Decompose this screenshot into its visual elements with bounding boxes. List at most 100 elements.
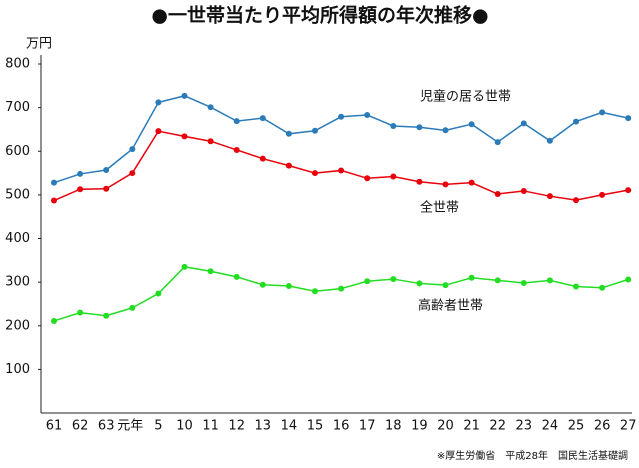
x-tick-label: 21 <box>463 419 480 434</box>
x-tick-label: 23 <box>516 419 533 434</box>
data-point <box>599 284 606 291</box>
data-point <box>338 167 345 174</box>
data-point <box>364 112 371 119</box>
data-point <box>103 167 110 174</box>
data-point <box>285 283 292 290</box>
data-point <box>494 191 501 198</box>
data-point <box>51 179 57 186</box>
data-point <box>625 187 632 194</box>
data-point <box>520 120 527 127</box>
data-point <box>390 276 397 283</box>
data-point <box>312 127 318 134</box>
x-tick-label: 22 <box>489 419 506 434</box>
data-point <box>364 278 371 285</box>
y-tick-label: 400 <box>5 231 30 246</box>
x-tick-label: 12 <box>228 419 245 434</box>
x-tick-label: 62 <box>72 419 89 434</box>
data-point <box>625 276 632 283</box>
series-label: 児童の居る世帯 <box>420 89 511 105</box>
data-point <box>181 263 188 270</box>
x-tick-label: 25 <box>568 419 585 434</box>
data-point <box>51 197 57 204</box>
series-line <box>53 130 629 202</box>
data-point <box>520 279 527 286</box>
data-point <box>77 170 84 177</box>
data-point <box>285 130 292 137</box>
data-point <box>129 170 136 177</box>
data-point <box>338 285 345 292</box>
data-point <box>416 178 423 185</box>
y-tick-label: 300 <box>5 275 30 290</box>
x-tick-label: 61 <box>46 419 63 434</box>
data-point <box>573 283 579 290</box>
data-point <box>77 186 84 193</box>
data-point <box>259 155 266 162</box>
data-point <box>233 118 240 125</box>
y-tick-label: 500 <box>5 187 30 202</box>
x-tick-label: 元年 <box>117 419 143 434</box>
data-point <box>494 277 501 284</box>
data-point <box>442 127 449 134</box>
x-tick-label: 18 <box>385 419 402 434</box>
y-axis-unit: 万円 <box>26 37 52 52</box>
data-point <box>103 312 110 319</box>
data-point <box>520 187 527 194</box>
data-point <box>259 115 266 122</box>
data-point <box>625 115 632 122</box>
data-point <box>181 133 188 140</box>
data-point <box>285 162 292 169</box>
data-point <box>207 138 214 145</box>
data-point <box>546 277 553 284</box>
x-tick-label: 24 <box>542 419 559 434</box>
x-tick-label: 14 <box>281 419 298 434</box>
data-point <box>442 282 449 289</box>
data-point <box>312 170 318 177</box>
data-point <box>442 181 449 188</box>
data-point <box>207 104 214 111</box>
data-point <box>51 317 57 324</box>
x-tick-label: 11 <box>202 419 219 434</box>
data-point <box>390 122 397 129</box>
data-point <box>129 146 136 153</box>
x-tick-label: 20 <box>437 419 454 434</box>
data-point <box>546 193 553 200</box>
data-point <box>468 179 475 186</box>
x-tick-label: 13 <box>255 419 272 434</box>
x-tick-label: 5 <box>154 419 162 434</box>
data-point <box>573 197 579 204</box>
x-tick-label: 63 <box>98 419 115 434</box>
data-point <box>338 113 345 120</box>
data-point <box>416 280 423 287</box>
series-label: 全世帯 <box>420 200 459 216</box>
x-tick-label: 10 <box>176 419 193 434</box>
y-tick-label: 800 <box>5 57 30 72</box>
x-tick-label: 27 <box>620 419 637 434</box>
y-tick-label: 700 <box>5 100 30 115</box>
data-point <box>233 273 240 280</box>
data-point <box>573 118 579 125</box>
data-point <box>103 185 110 192</box>
data-point <box>390 173 397 180</box>
data-point <box>599 191 606 198</box>
data-point <box>312 288 318 295</box>
x-tick-label: 16 <box>333 419 350 434</box>
source-note: ※厚生労働省 平成28年 国民生活基礎調 <box>437 449 628 462</box>
data-point <box>468 121 475 128</box>
data-point <box>468 274 475 281</box>
data-point <box>77 309 84 316</box>
data-point <box>364 175 371 182</box>
data-point <box>599 109 606 116</box>
y-tick-label: 100 <box>5 362 30 377</box>
series-label: 高齢者世帯 <box>418 298 483 314</box>
data-point <box>155 290 162 297</box>
data-point <box>129 304 136 311</box>
data-point <box>207 268 214 275</box>
x-tick-label: 26 <box>594 419 611 434</box>
data-point <box>155 99 162 106</box>
data-point <box>259 281 266 288</box>
data-point <box>155 128 162 135</box>
data-point <box>546 137 553 144</box>
data-point <box>233 146 240 153</box>
data-point <box>181 92 188 99</box>
